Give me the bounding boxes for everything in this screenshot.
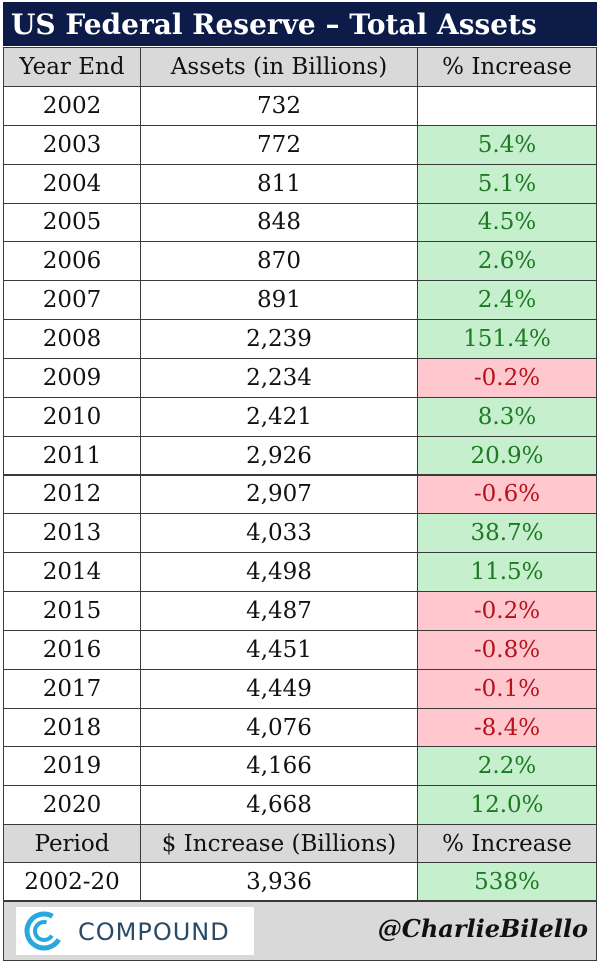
summary-header-cell: Period — [3, 824, 141, 864]
pct-cell: -0.2% — [417, 357, 597, 398]
year-cell: 2014 — [3, 552, 141, 593]
year-cell: 2005 — [3, 202, 141, 243]
assets-cell: 870 — [140, 241, 418, 282]
year-cell: 2019 — [3, 746, 141, 787]
header-cell: % Increase — [417, 47, 597, 87]
year-cell: 2002 — [3, 86, 141, 126]
assets-cell: 4,449 — [140, 668, 418, 709]
assets-cell: 811 — [140, 163, 418, 204]
pct-cell: 5.1% — [417, 163, 597, 204]
assets-cell: 4,668 — [140, 785, 418, 826]
pct-cell: -0.8% — [417, 629, 597, 670]
pct-cell: -0.2% — [417, 591, 597, 631]
title: US Federal Reserve – Total Assets — [3, 2, 597, 46]
assets-cell: 732 — [140, 86, 418, 126]
pct-cell: 11.5% — [417, 552, 597, 593]
logo: COMPOUND — [16, 907, 254, 955]
assets-cell: 2,421 — [140, 396, 418, 437]
handle: @CharlieBilello — [377, 914, 588, 943]
assets-cell: 4,451 — [140, 629, 418, 670]
pct-cell: 8.3% — [417, 396, 597, 437]
year-cell: 2017 — [3, 668, 141, 709]
pct-cell: -8.4% — [417, 707, 597, 748]
assets-cell: 2,239 — [140, 319, 418, 359]
assets-cell: 4,076 — [140, 707, 418, 748]
pct-cell: 151.4% — [417, 319, 597, 359]
pct-cell: 38.7% — [417, 513, 597, 554]
logo-icon — [24, 911, 64, 951]
pct-cell: 12.0% — [417, 785, 597, 826]
assets-cell: 4,487 — [140, 591, 418, 631]
year-cell: 2018 — [3, 707, 141, 748]
assets-cell: 772 — [140, 124, 418, 165]
pct-cell: 2.2% — [417, 746, 597, 787]
assets-cell: 891 — [140, 280, 418, 321]
assets-cell: 2,907 — [140, 474, 418, 515]
brand: COMPOUND — [78, 918, 230, 946]
summary-cell: 538% — [417, 862, 597, 902]
year-cell: 2010 — [3, 396, 141, 437]
year-cell: 2007 — [3, 280, 141, 321]
year-cell: 2008 — [3, 319, 141, 359]
pct-cell: 4.5% — [417, 202, 597, 243]
year-cell: 2009 — [3, 357, 141, 398]
assets-cell: 4,033 — [140, 513, 418, 554]
year-cell: 2015 — [3, 591, 141, 631]
header-cell: Assets (in Billions) — [140, 47, 418, 87]
summary-header-cell: $ Increase (Billions) — [140, 824, 418, 864]
year-cell: 2016 — [3, 629, 141, 670]
pct-cell: -0.1% — [417, 668, 597, 709]
assets-cell: 4,498 — [140, 552, 418, 593]
year-cell: 2006 — [3, 241, 141, 282]
year-cell: 2004 — [3, 163, 141, 204]
year-cell: 2011 — [3, 435, 141, 476]
pct-cell: 20.9% — [417, 435, 597, 476]
year-cell: 2013 — [3, 513, 141, 554]
summary-header-cell: % Increase — [417, 824, 597, 864]
assets-cell: 2,234 — [140, 357, 418, 398]
pct-cell — [417, 86, 597, 126]
pct-cell: 5.4% — [417, 124, 597, 165]
header-cell: Year End — [3, 47, 141, 87]
summary-cell: 2002-20 — [3, 862, 141, 902]
summary-cell: 3,936 — [140, 862, 418, 902]
assets-cell: 848 — [140, 202, 418, 243]
pct-cell: -0.6% — [417, 474, 597, 515]
assets-cell: 4,166 — [140, 746, 418, 787]
footer-bar: COMPOUND @CharlieBilello — [3, 901, 597, 961]
assets-cell: 2,926 — [140, 435, 418, 476]
pct-cell: 2.4% — [417, 280, 597, 321]
year-cell: 2020 — [3, 785, 141, 826]
year-cell: 2012 — [3, 474, 141, 515]
year-cell: 2003 — [3, 124, 141, 165]
pct-cell: 2.6% — [417, 241, 597, 282]
